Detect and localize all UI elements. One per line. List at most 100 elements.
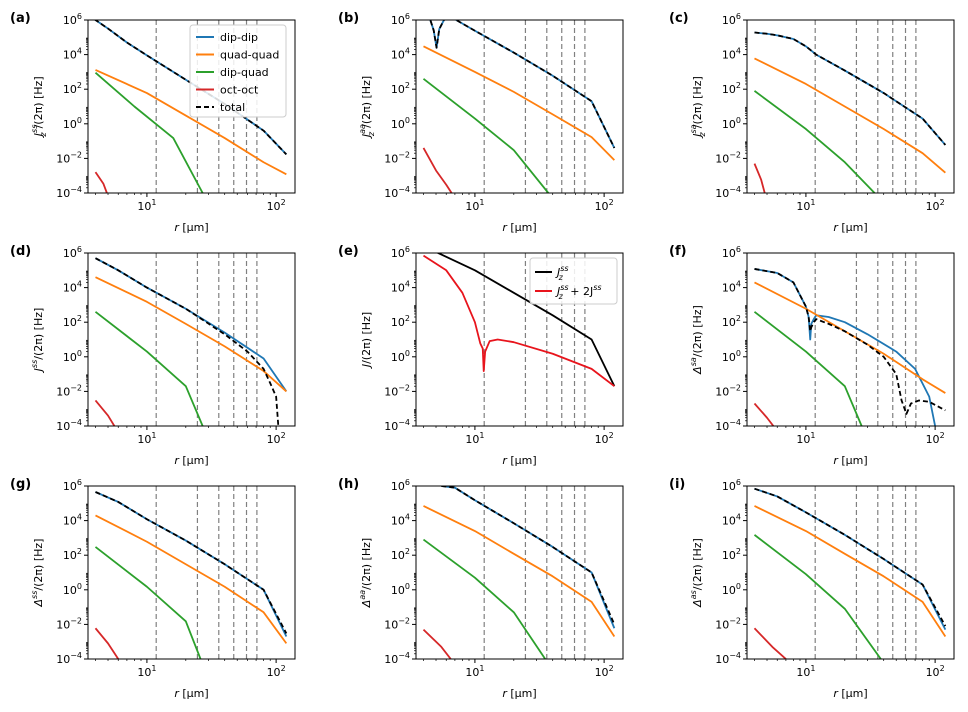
y-tick-label: 100 bbox=[63, 116, 82, 131]
x-tick-label: 101 bbox=[796, 664, 815, 679]
x-axis-label: r [μm] bbox=[502, 221, 536, 234]
x-axis-label: r [μm] bbox=[174, 454, 208, 467]
y-tick-label: 106 bbox=[722, 478, 741, 493]
y-tick-label: 102 bbox=[391, 81, 410, 96]
series-dip-quad bbox=[422, 538, 546, 659]
y-axis-label: Jssz/(2π) [Hz] bbox=[30, 76, 48, 138]
x-tick-label: 101 bbox=[465, 198, 484, 213]
x-tick-label: 101 bbox=[796, 198, 815, 213]
y-axis-label: Jaaz/(2π) [Hz] bbox=[358, 76, 376, 139]
series-quad-quad bbox=[95, 69, 287, 176]
y-tick-label: 100 bbox=[722, 349, 741, 364]
series-dip-quad bbox=[422, 78, 550, 193]
legend-entry: dip-dip bbox=[220, 31, 258, 44]
y-tick-label: 100 bbox=[63, 349, 82, 364]
series-dip-dip bbox=[754, 268, 937, 426]
y-tick-label: 104 bbox=[722, 47, 741, 62]
panel-g: 106 104 102 100 10−2 10−4 101 102 r [μm] Δss/(2π)… bbox=[10, 477, 296, 700]
series-group bbox=[94, 491, 288, 659]
panel-label: (i) bbox=[669, 477, 685, 492]
y-tick-label: 102 bbox=[722, 547, 741, 562]
y-tick-label: 106 bbox=[391, 478, 410, 493]
y-tick-label: 104 bbox=[63, 513, 82, 528]
x-tick-label: 102 bbox=[926, 431, 945, 446]
series-dip-dip bbox=[441, 486, 616, 629]
series-oct-oct bbox=[753, 402, 775, 426]
series-dip-dip bbox=[95, 491, 288, 637]
y-tick-label: 102 bbox=[722, 314, 741, 329]
legend-box bbox=[189, 24, 287, 118]
x-tick-label: 102 bbox=[595, 431, 614, 446]
x-tick-label: 102 bbox=[595, 664, 614, 679]
series-oct-oct bbox=[94, 171, 108, 193]
y-axis-label: Δss/(2π) [Hz] bbox=[30, 539, 45, 608]
y-tick-label: 10−4 bbox=[384, 185, 410, 200]
y-tick-label: 10−4 bbox=[715, 185, 741, 200]
series-dip-dip bbox=[754, 487, 947, 631]
axes-frame bbox=[746, 252, 955, 427]
series-group bbox=[753, 268, 946, 426]
series-group bbox=[753, 487, 947, 659]
series-dip-quad bbox=[753, 311, 863, 426]
y-axis-label: Δas/(2π) [Hz] bbox=[689, 538, 704, 608]
series-total bbox=[95, 257, 280, 426]
x-tick-label: 102 bbox=[267, 431, 286, 446]
series-quad-quad bbox=[423, 505, 616, 637]
y-axis-label: Jss/(2π) [Hz] bbox=[30, 308, 45, 374]
series-quad-quad bbox=[754, 281, 946, 394]
y-tick-label: 104 bbox=[722, 513, 741, 528]
y-tick-label: 106 bbox=[391, 245, 410, 260]
panel-i: 106 104 102 100 10−2 10−4 101 102 r [μm] Δas/(2π)… bbox=[669, 477, 955, 700]
panel-label: (d) bbox=[10, 244, 31, 259]
series-group bbox=[753, 31, 947, 193]
series-quad-quad bbox=[754, 505, 947, 637]
axes-frame bbox=[746, 19, 955, 194]
panel-label: (g) bbox=[10, 477, 31, 492]
x-tick-label: 102 bbox=[267, 198, 286, 213]
axes-frame bbox=[87, 19, 296, 194]
y-tick-label: 106 bbox=[63, 245, 82, 260]
y-axis-label: Δsa/(2π) [Hz] bbox=[689, 305, 704, 375]
legend-entry: oct-oct bbox=[220, 84, 259, 97]
x-tick-label: 102 bbox=[926, 198, 945, 213]
y-tick-label: 100 bbox=[391, 349, 410, 364]
x-axis-label: r [μm] bbox=[833, 687, 867, 700]
y-tick-label: 104 bbox=[391, 47, 410, 62]
x-tick-label: 101 bbox=[465, 664, 484, 679]
axes-frame bbox=[415, 19, 624, 194]
series-group bbox=[422, 486, 616, 659]
x-tick-label: 101 bbox=[465, 431, 484, 446]
y-tick-label: 10−2 bbox=[56, 150, 82, 165]
y-axis-label: Jsaz/(2π) [Hz] bbox=[689, 76, 707, 139]
series-oct-oct bbox=[753, 163, 766, 193]
panel-e: 106 104 102 100 10−2 10−4 101 102 r [μm] J/(2π) [… bbox=[338, 244, 624, 467]
y-tick-label: 100 bbox=[722, 116, 741, 131]
y-tick-label: 104 bbox=[722, 280, 741, 295]
y-tick-label: 104 bbox=[391, 280, 410, 295]
y-tick-label: 10−4 bbox=[384, 651, 410, 666]
y-axis-label: Δaa/(2π) [Hz] bbox=[358, 538, 373, 608]
series-dip-quad bbox=[94, 546, 202, 659]
series-total bbox=[754, 31, 947, 146]
x-axis-label: r [μm] bbox=[174, 687, 208, 700]
series-jz-j bbox=[423, 254, 615, 387]
series-oct-oct bbox=[753, 627, 787, 659]
y-tick-label: 10−2 bbox=[56, 383, 82, 398]
y-tick-label: 100 bbox=[63, 582, 82, 597]
series-dip-quad bbox=[753, 534, 882, 659]
x-tick-label: 101 bbox=[137, 664, 156, 679]
y-tick-label: 10−4 bbox=[56, 418, 82, 433]
panel-c: 106 104 102 100 10−2 10−4 101 102 r [μm] Jsaz/(2π… bbox=[669, 11, 955, 234]
y-tick-label: 10−2 bbox=[56, 616, 82, 631]
y-tick-label: 102 bbox=[391, 547, 410, 562]
x-axis-label: r [μm] bbox=[833, 454, 867, 467]
series-quad-quad bbox=[95, 514, 288, 644]
y-tick-label: 10−4 bbox=[715, 651, 741, 666]
series-quad-quad bbox=[95, 276, 287, 393]
series-group bbox=[93, 20, 287, 193]
y-tick-label: 104 bbox=[63, 280, 82, 295]
series-oct-oct bbox=[94, 627, 120, 659]
legend-entry: dip-quad bbox=[220, 66, 269, 79]
